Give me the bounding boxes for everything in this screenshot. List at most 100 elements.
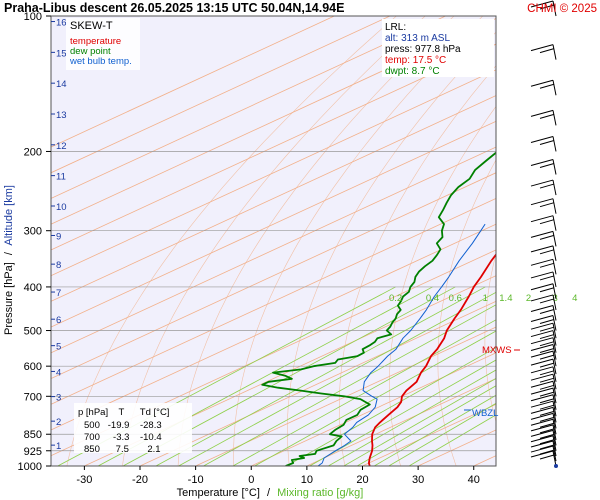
y-axis-label-altitude: Altitude [km]	[3, 185, 15, 246]
wind-barb-staff	[552, 110, 557, 126]
wind-barb-flag	[539, 287, 555, 293]
altitude-tick-label: 10	[56, 202, 67, 213]
wind-barb-flag	[530, 198, 554, 206]
wind-barb-flag	[530, 350, 554, 358]
altitude-tick-label: 16	[56, 18, 67, 29]
wind-barb-flag	[530, 387, 554, 395]
wind-barb-flag	[530, 0, 554, 8]
wind-barb-flag	[539, 219, 555, 225]
legend-box	[66, 18, 140, 70]
chart-title: Praha-Libus descent 26.05.2025 13:15 UTC…	[4, 1, 344, 15]
wind-barb	[530, 215, 557, 231]
mixing-ratio-label: 1	[483, 293, 488, 304]
temperature-tick-label: -20	[132, 474, 148, 486]
series-line-dew-point	[261, 151, 496, 466]
mixing-ratio-line	[356, 385, 496, 466]
wind-barb	[530, 258, 557, 275]
wind-barb-flag	[530, 135, 554, 143]
mixing-ratio-line	[388, 402, 496, 466]
x-axis-label-separator: /	[267, 487, 271, 499]
isotherm-line	[51, 16, 391, 174]
mixing-ratio-label: 3	[553, 293, 558, 304]
wind-barb	[530, 435, 557, 451]
wind-barb-staff	[552, 435, 557, 451]
temperature-tick-label: 20	[356, 474, 368, 486]
temperature-tick-label: 30	[412, 474, 424, 486]
wind-barb-flag	[530, 337, 554, 345]
wind-barb-staff	[552, 374, 557, 390]
temperature-tick-label: -10	[188, 474, 204, 486]
wind-barb-flag	[530, 406, 554, 414]
wind-barb	[530, 79, 557, 96]
plot-frame	[50, 15, 497, 467]
lrl-dwpt: dwpt: 8.7 °C	[385, 66, 440, 77]
pressure-tick-label: 700	[24, 391, 42, 403]
pressure-tick-label: 200	[24, 146, 42, 158]
wind-barb-flag	[539, 454, 555, 460]
wind-barb	[530, 440, 557, 457]
wind-barb-flag	[530, 344, 554, 352]
wind-barb-staff	[552, 450, 557, 467]
y-axis-label-separator: /	[3, 251, 15, 255]
dry-adiabat-line	[575, 16, 600, 466]
wind-barb-staff	[552, 215, 557, 231]
altitude-tick-label: 12	[56, 141, 67, 152]
mixing-ratio-label: 0.4	[426, 293, 439, 304]
mixing-ratio-line	[178, 291, 496, 466]
wind-barb-flag	[539, 416, 555, 422]
wind-barb-staff	[552, 337, 557, 353]
wind-barb	[530, 366, 557, 382]
mixing-ratio-label: 2	[526, 293, 531, 304]
wind-barb	[530, 394, 557, 410]
wind-barb-flag	[539, 139, 555, 145]
wind-barb-flag	[539, 439, 555, 445]
wind-barb-staff	[552, 440, 557, 457]
isotherm-line	[51, 16, 335, 148]
wind-barb-flag	[530, 258, 554, 266]
wind-barb-flag	[539, 362, 555, 368]
altitude-tick-label: 6	[56, 315, 61, 326]
wind-barb-flag	[539, 444, 555, 450]
lrl-temp: temp: 17.5 °C	[385, 55, 446, 66]
isotherm-line	[51, 198, 496, 405]
altitude-tick-label: 13	[56, 110, 67, 121]
mixing-ratio-line	[408, 414, 496, 466]
wind-barb-flag	[539, 404, 555, 410]
wind-barb	[530, 44, 557, 60]
lrl-title: LRL:	[385, 22, 406, 33]
wind-barb-staff	[552, 305, 557, 321]
wind-barb-staff	[552, 245, 557, 261]
wind-barb-staff	[552, 424, 557, 441]
wind-barb	[530, 400, 557, 417]
pressure-tick-label: 500	[24, 326, 42, 338]
wind-barb-staff	[552, 0, 557, 17]
wind-barb-staff	[552, 283, 557, 299]
wind-barb	[530, 109, 557, 126]
mixing-ratio-label: 0.2	[389, 293, 402, 304]
wind-barb-flag	[530, 330, 554, 338]
wind-barb-flag	[530, 400, 554, 408]
wind-barb-flag	[539, 377, 555, 383]
temperature-tick-label: 10	[301, 474, 313, 486]
wind-barb-flag	[530, 79, 554, 87]
wind-barb-flag	[530, 315, 554, 323]
wind-barb-flag	[530, 358, 554, 366]
levels-table-row: 700 -3.3 -10.4	[84, 432, 162, 443]
plot-background	[51, 16, 496, 466]
dry-adiabat-line	[484, 252, 496, 423]
wind-barb-staff	[552, 407, 557, 423]
wind-barb-flag	[539, 341, 555, 347]
mixing-ratio-line	[155, 286, 486, 466]
mixing-ratio-line	[309, 359, 496, 466]
isotherm-line	[51, 146, 496, 354]
mixing-ratio-line	[254, 330, 496, 466]
levels-table-row: 850 7.5 2.1	[84, 444, 161, 455]
wind-barb-flag	[539, 398, 555, 404]
wind-barb-staff	[552, 351, 557, 367]
wind-barb	[530, 358, 557, 375]
wind-barb-flag	[539, 202, 555, 208]
wind-barb	[530, 445, 557, 462]
wind-barb-staff	[552, 401, 557, 417]
wind-barb-flag	[539, 249, 555, 255]
